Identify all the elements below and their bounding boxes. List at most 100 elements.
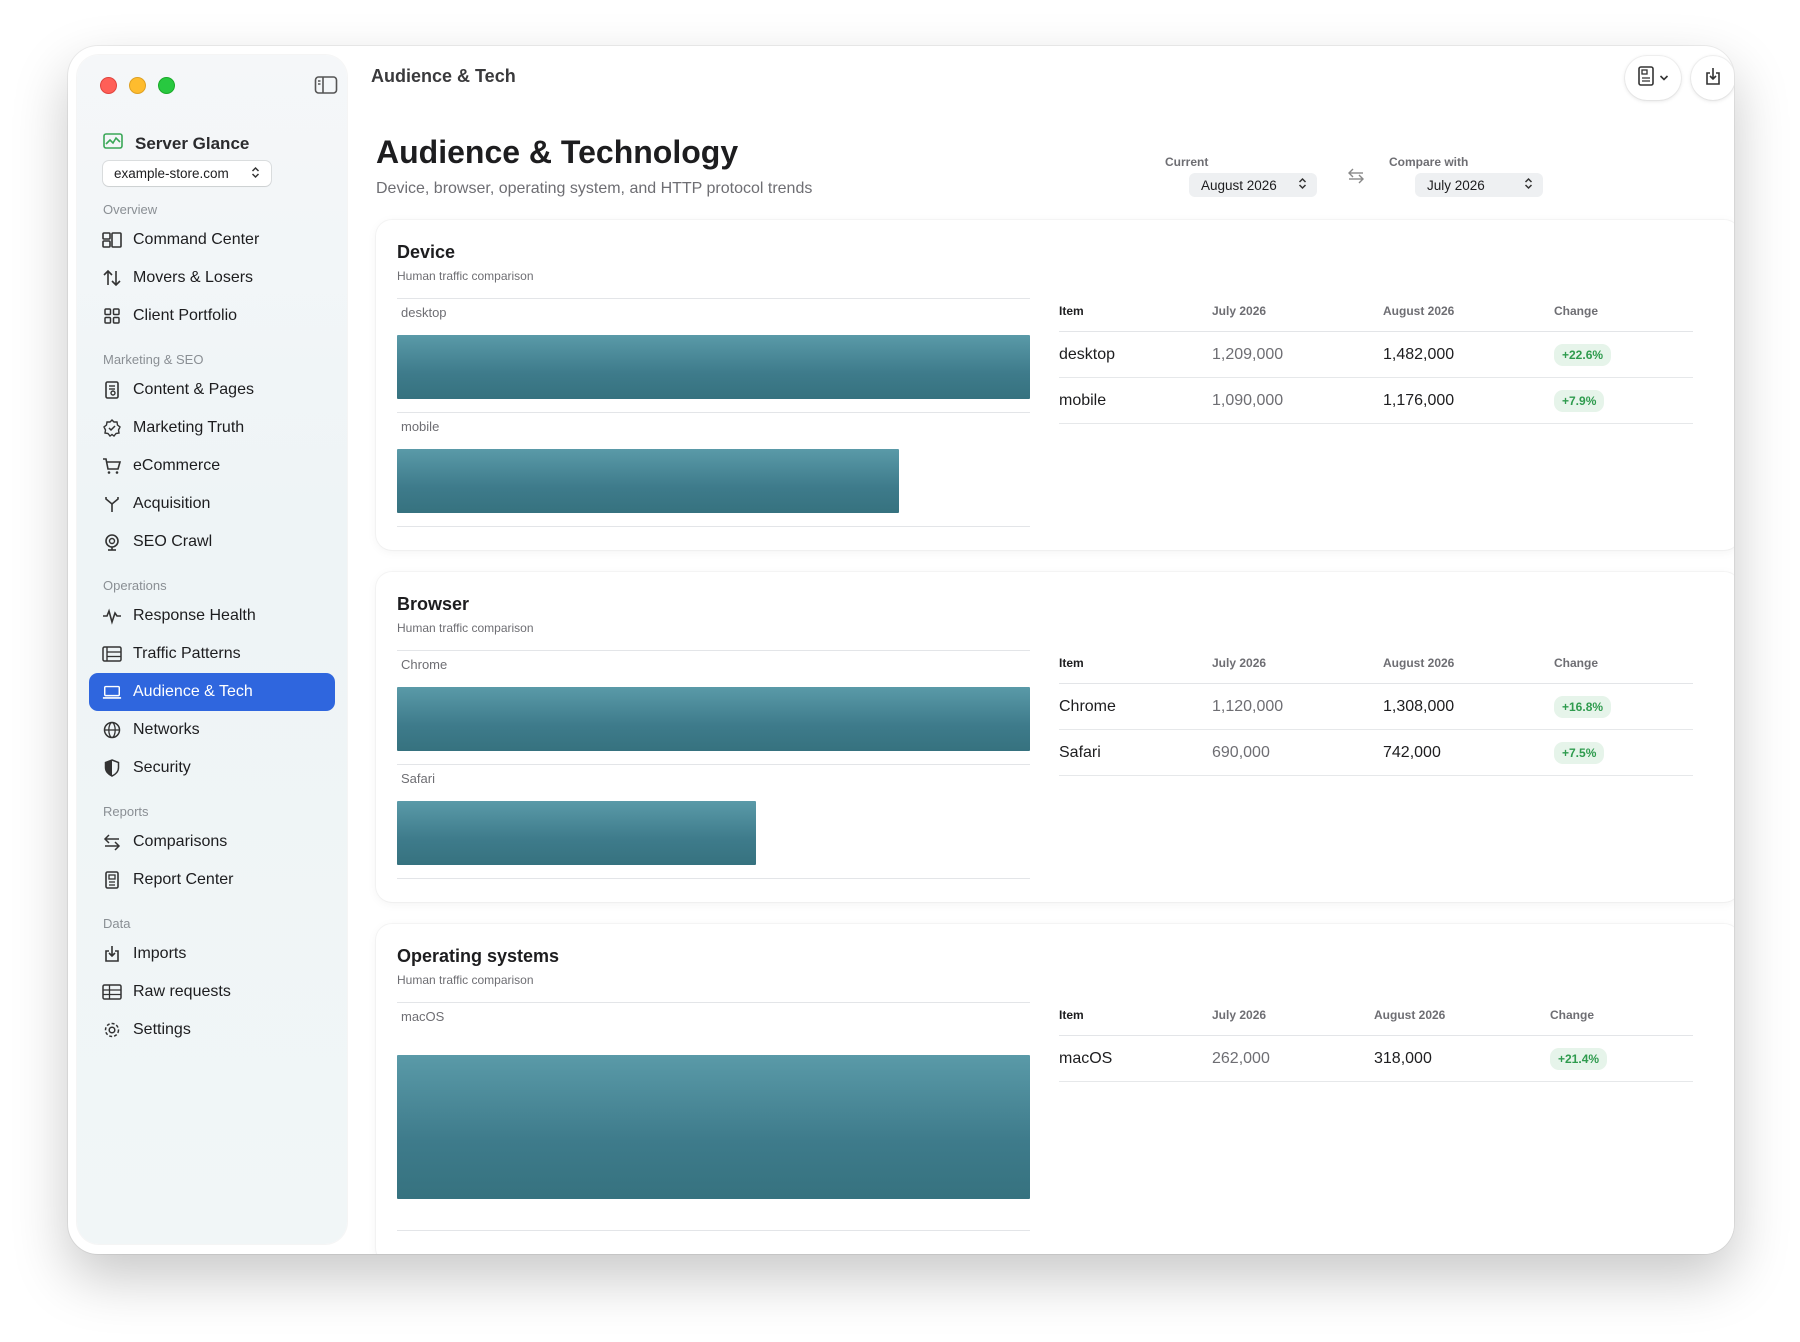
sidebar-item-label: Report Center [133,871,234,888]
current-period-select[interactable]: August 2026 [1189,173,1317,197]
sidebar-item-networks[interactable]: Networks [89,711,335,749]
compare-period-select[interactable]: July 2026 [1415,173,1543,197]
bar-chart: desktop mobile [397,298,1030,527]
updown-chevron-icon [1524,177,1533,193]
table-row: Chrome 1,120,000 1,308,000 +16.8% [1059,684,1693,730]
export-icon [1703,66,1723,91]
row-item: Chrome [1059,697,1116,715]
table-header: Item July 2026 August 2026 Change [1059,290,1693,332]
import-icon [102,944,122,964]
row-current-value: 318,000 [1374,1049,1432,1067]
sidebar-item-marketing-truth[interactable]: Marketing Truth [89,409,335,447]
sidebar-item-audience-tech[interactable]: Audience & Tech [89,673,335,711]
report-doc-icon [1637,65,1655,91]
bar-row: Chrome [397,650,1030,764]
sidebar-item-response-health[interactable]: Response Health [89,597,335,635]
sidebar-item-settings[interactable]: Settings [89,1011,335,1049]
change-badge: +16.8% [1554,695,1612,718]
brand: Server Glance [103,133,249,154]
close-window-button[interactable] [100,77,117,94]
bar [397,335,1030,399]
sidebar-item-acquisition[interactable]: Acquisition [89,485,335,523]
row-item: desktop [1059,345,1116,363]
row-item: macOS [1059,1049,1113,1067]
export-button[interactable] [1691,56,1734,100]
sidebar-item-label: Acquisition [133,495,211,512]
compare-label: Compare with [1389,155,1469,169]
row-previous-value: 690,000 [1212,743,1270,761]
sidebar-item-label: SEO Crawl [133,533,213,550]
zoom-window-button[interactable] [158,77,175,94]
table-row: desktop 1,209,000 1,482,000 +22.6% [1059,332,1693,378]
site-selector[interactable]: example-store.com [103,161,271,186]
sidebar-item-report-center[interactable]: Report Center [89,861,335,899]
sidebar-item-content-pages[interactable]: Content & Pages [89,371,335,409]
sidebar-item-label: Raw requests [133,983,231,1000]
column-header-change: Change [1550,1007,1595,1022]
card-title: Operating systems [397,946,560,966]
column-header-item: Item [1059,1007,1084,1022]
row-item: Safari [1059,743,1101,761]
column-header-current: August 2026 [1374,1007,1446,1022]
gear-icon [102,1020,122,1040]
report-menu-button[interactable] [1625,56,1681,100]
compare-period-value: July 2026 [1427,177,1485,193]
shield-icon [102,758,122,778]
fork-icon [102,494,122,514]
section-title-reports: Reports [103,804,149,819]
bar-chart: macOS [397,1002,1030,1231]
minimize-window-button[interactable] [129,77,146,94]
change-badge: +7.5% [1554,741,1605,764]
sidebar-item-comparisons[interactable]: Comparisons [89,823,335,861]
section-title-operations: Operations [103,578,167,593]
app-window: Server Glance example-store.com Overview… [68,46,1734,1254]
column-header-change: Change [1554,303,1599,318]
sidebar-item-imports[interactable]: Imports [89,935,335,973]
bar-label: macOS [401,1009,445,1024]
sidebar-item-command-center[interactable]: Command Center [89,221,335,259]
main-content: Audience & Tech Audience & Technology De… [347,46,1734,1254]
sidebar-nav: Overview Command Center Movers & Losers … [77,195,347,1049]
table-icon [102,982,122,1002]
row-current-value: 742,000 [1383,743,1441,761]
pulse-icon [102,606,122,626]
sidebar-item-security[interactable]: Security [89,749,335,787]
table-row: mobile 1,090,000 1,176,000 +7.9% [1059,378,1693,424]
bar-row: mobile [397,412,1030,526]
document-icon [102,380,122,400]
sidebar-item-label: Content & Pages [133,381,254,398]
sidebar-item-raw-requests[interactable]: Raw requests [89,973,335,1011]
current-period-value: August 2026 [1201,177,1277,193]
sidebar-item-client-portfolio[interactable]: Client Portfolio [89,297,335,335]
current-label: Current [1165,155,1209,169]
sidebar: Server Glance example-store.com Overview… [77,55,347,1244]
bar [397,1055,1030,1199]
row-current-value: 1,482,000 [1383,345,1455,363]
sidebar-toggle-icon[interactable] [314,75,338,95]
column-header-current: August 2026 [1383,303,1455,318]
row-current-value: 1,308,000 [1383,697,1455,715]
comparison-table: Item July 2026 August 2026 Change macOS … [1059,994,1693,1082]
table-row: macOS 262,000 318,000 +21.4% [1059,1036,1693,1082]
sidebar-item-label: Traffic Patterns [133,645,241,662]
bar-row: Safari [397,764,1030,878]
bar [397,801,757,865]
comparison-table: Item July 2026 August 2026 Change Chrome… [1059,642,1693,776]
sidebar-item-traffic-patterns[interactable]: Traffic Patterns [89,635,335,673]
arrows-up-down-icon [102,268,122,288]
comparison-table: Item July 2026 August 2026 Change deskto… [1059,290,1693,424]
column-header-change: Change [1554,655,1599,670]
sidebar-item-movers-losers[interactable]: Movers & Losers [89,259,335,297]
page-subtitle: Device, browser, operating system, and H… [376,180,813,197]
bar-row: desktop [397,298,1030,412]
card-subtitle: Human traffic comparison [397,973,534,987]
row-previous-value: 1,209,000 [1212,345,1284,363]
card-title: Device [397,242,456,262]
list-icon [102,644,122,664]
sidebar-item-ecommerce[interactable]: eCommerce [89,447,335,485]
column-header-item: Item [1059,303,1084,318]
browser-card: Browser Human traffic comparison Chrome … [376,572,1734,902]
sidebar-item-seo-crawl[interactable]: SEO Crawl [89,523,335,561]
operating-systems-card: Operating systems Human traffic comparis… [376,924,1734,1254]
swap-periods-icon[interactable] [1347,167,1365,190]
